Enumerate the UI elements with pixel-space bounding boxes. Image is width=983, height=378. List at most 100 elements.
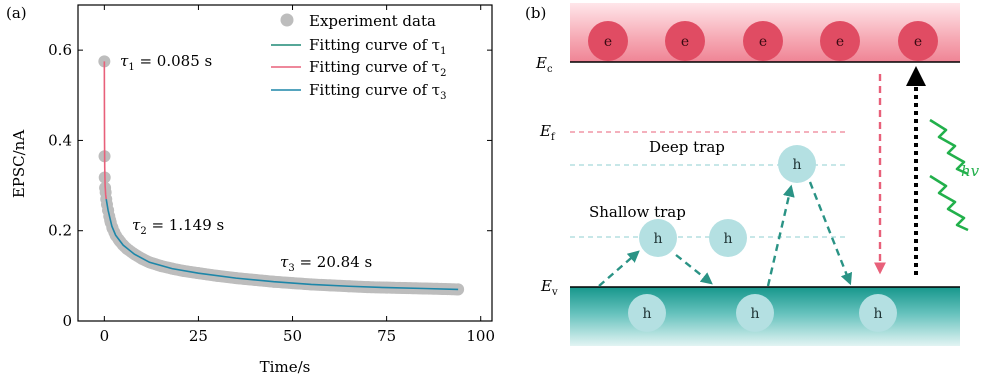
- electron-label: e: [759, 34, 767, 50]
- legend-sub-tau2: 2: [440, 68, 446, 79]
- hv-label: hv: [961, 162, 980, 180]
- legend: Experiment data Fitting curve of τ1 Fitt…: [271, 12, 446, 102]
- annotation-tau1-symbol: τ: [120, 52, 129, 70]
- y-tick-label: 0.6: [48, 41, 72, 59]
- panel-label-b: (b): [525, 4, 546, 22]
- arrow-shallow-to-valence: [675, 254, 713, 285]
- legend-label-tau2: Fitting curve of τ2: [309, 58, 446, 79]
- hole-valence-1: h: [628, 294, 666, 332]
- chart-layer: 0 25 50 75 100 0 0.2 0.4 0.6: [48, 5, 495, 345]
- photon-wave-2: [929, 174, 969, 232]
- electron-circle: [588, 21, 628, 61]
- panel-label-a: (a): [6, 4, 27, 22]
- photon-wave-1: [929, 118, 969, 176]
- hole-circle: [639, 219, 677, 257]
- hole-label: h: [873, 306, 882, 322]
- x-tick-label: 50: [283, 327, 302, 345]
- band-diagram-panel-b: (b) Ec e e e e e Ef Deep trap: [525, 3, 980, 346]
- ev-label: Ev: [540, 277, 558, 298]
- hole-circle: [628, 294, 666, 332]
- annotation-tau1-sub: 1: [128, 62, 134, 73]
- hole-deep-trap: h: [778, 145, 816, 183]
- legend-label-tau1: Fitting curve of τ1: [309, 36, 446, 57]
- x-tick-label: 25: [189, 327, 208, 345]
- ec-label: Ec: [535, 54, 553, 75]
- electron-4: e: [820, 21, 860, 61]
- x-tick-label: 100: [466, 327, 495, 345]
- annotation-tau2: τ2 = 1.149 s: [132, 216, 224, 237]
- legend-sub-tau3: 3: [440, 91, 446, 102]
- electron-circle: [820, 21, 860, 61]
- electron-label: e: [604, 34, 612, 50]
- annotation-tau1: τ1 = 0.085 s: [120, 52, 212, 73]
- deep-trap-label: Deep trap: [649, 138, 725, 156]
- electron-circle: [743, 21, 783, 61]
- ev-label-sub: v: [551, 287, 558, 298]
- x-tick-label: 75: [377, 327, 396, 345]
- electron-2: e: [665, 21, 705, 61]
- photon-icon: [929, 118, 969, 232]
- annotation-tau2-symbol: τ: [132, 216, 141, 234]
- y-tick-label: 0.2: [48, 222, 72, 240]
- legend-label-experiment: Experiment data: [309, 12, 436, 30]
- hole-shallow-trap-1: h: [639, 219, 677, 257]
- electron-label: e: [914, 34, 922, 50]
- legend-text-tau2: Fitting curve of τ: [309, 58, 440, 76]
- hole-label: h: [723, 231, 732, 247]
- electron-circle: [665, 21, 705, 61]
- legend-item-tau1: Fitting curve of τ1: [271, 36, 446, 57]
- arrow-valence-to-deep: [766, 184, 795, 287]
- ef-label: Ef: [539, 122, 556, 143]
- legend-label-tau3: Fitting curve of τ3: [309, 81, 446, 102]
- shallow-trap-label: Shallow trap: [589, 203, 686, 221]
- electron-circle: [898, 21, 938, 61]
- legend-item-experiment: Experiment data: [280, 12, 436, 30]
- annotation-tau3: τ3 = 20.84 s: [280, 253, 372, 274]
- legend-marker-experiment: [280, 13, 294, 27]
- electron-1: e: [588, 21, 628, 61]
- hole-label: h: [792, 157, 801, 173]
- electron-label: e: [836, 34, 844, 50]
- annotation-tau3-symbol: τ: [280, 253, 289, 271]
- arrow-deep-to-valence: [808, 181, 853, 286]
- fit-line-tau2: [103, 61, 108, 200]
- hole-circle: [778, 145, 816, 183]
- legend-text-tau3: Fitting curve of τ: [309, 81, 440, 99]
- hole-label: h: [653, 231, 662, 247]
- hole-circle: [736, 294, 774, 332]
- annotation-tau3-sub: 3: [288, 263, 294, 274]
- ev-label-symbol: E: [540, 277, 552, 295]
- arrow-valence-to-shallow: [598, 250, 640, 287]
- trapping-arrows: [598, 181, 853, 287]
- fit-line-tau3: [105, 198, 459, 291]
- y-tick-label: 0: [62, 312, 72, 330]
- hole-shallow-trap-2: h: [709, 219, 747, 257]
- annotation-tau2-sub: 2: [140, 226, 146, 237]
- annotation-tau2-value: = 1.149 s: [147, 216, 225, 234]
- hole-valence-2: h: [736, 294, 774, 332]
- ec-label-sub: c: [547, 64, 553, 75]
- legend-sub-tau1: 1: [440, 46, 446, 57]
- y-axis-label: EPSC/nA: [10, 130, 28, 199]
- hole-circle: [859, 294, 897, 332]
- ec-label-symbol: E: [535, 54, 547, 72]
- legend-item-tau2: Fitting curve of τ2: [271, 58, 446, 79]
- y-tick-label: 0.4: [48, 131, 72, 149]
- x-axis-label: Time/s: [260, 358, 311, 376]
- ef-label-sub: f: [551, 132, 556, 143]
- annotation-tau1-value: = 0.085 s: [135, 52, 213, 70]
- annotation-tau3-value: = 20.84 s: [295, 253, 373, 271]
- plot-frame: [77, 4, 493, 322]
- hole-valence-3: h: [859, 294, 897, 332]
- x-tick-label: 0: [100, 327, 110, 345]
- legend-text-tau1: Fitting curve of τ: [309, 36, 440, 54]
- ef-label-symbol: E: [539, 122, 551, 140]
- legend-item-tau3: Fitting curve of τ3: [271, 81, 446, 102]
- hole-label: h: [642, 306, 651, 322]
- electron-label: e: [681, 34, 689, 50]
- electron-5: e: [898, 21, 938, 61]
- electron-3: e: [743, 21, 783, 61]
- hole-circle: [709, 219, 747, 257]
